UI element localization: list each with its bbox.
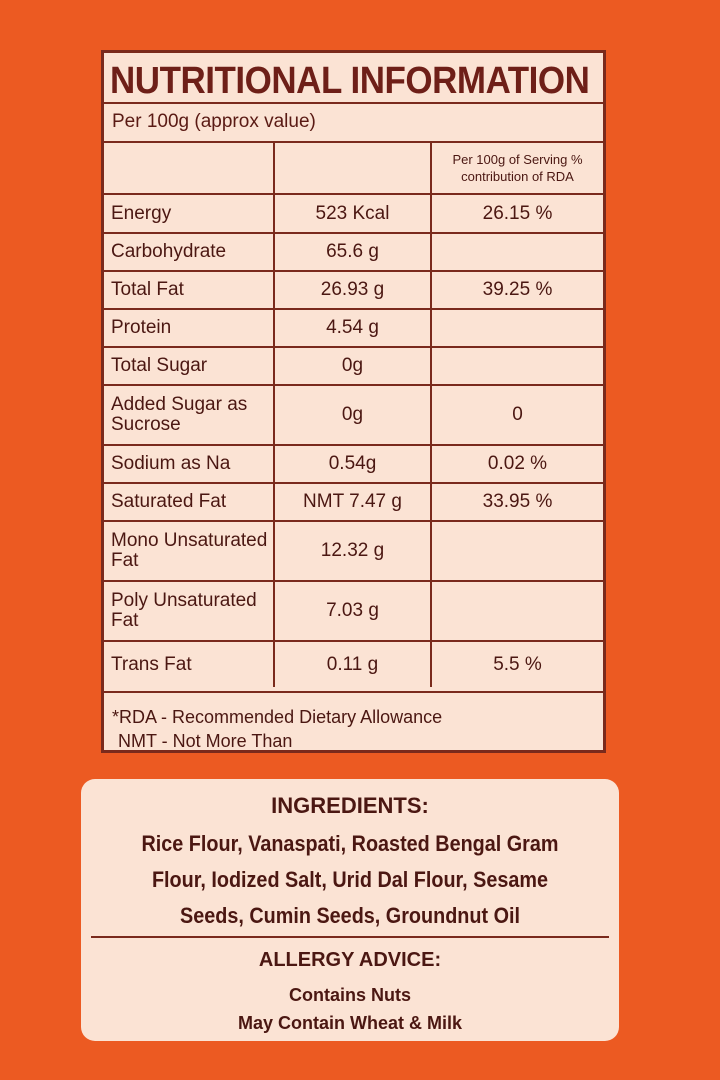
nutrition-title: NUTRITIONAL INFORMATION bbox=[110, 60, 590, 102]
row-label: Total Fat bbox=[104, 270, 274, 309]
table-row: Added Sugar as Sucrose 0g 0 bbox=[104, 384, 603, 445]
table-row: Poly Unsaturated Fat 7.03 g bbox=[104, 580, 603, 641]
row-rda bbox=[430, 580, 603, 641]
table-row: Sodium as Na 0.54g 0.02 % bbox=[104, 444, 603, 483]
ingredients-panel: INGREDIENTS: Rice Flour, Vanaspati, Roas… bbox=[81, 779, 619, 1041]
row-label: Poly Unsaturated Fat bbox=[104, 580, 274, 641]
table-row: Protein 4.54 g bbox=[104, 308, 603, 347]
row-value: 0g bbox=[273, 346, 431, 385]
nmt-footnote: NMT - Not More Than bbox=[118, 731, 293, 751]
row-rda bbox=[430, 346, 603, 385]
header-cell-empty bbox=[273, 141, 431, 194]
row-value: 12.32 g bbox=[273, 520, 431, 581]
row-label: Added Sugar as Sucrose bbox=[104, 384, 274, 445]
row-label: Sodium as Na bbox=[104, 444, 274, 483]
table-row: Mono Unsaturated Fat 12.32 g bbox=[104, 520, 603, 581]
row-rda bbox=[430, 308, 603, 347]
row-label: Trans Fat bbox=[104, 640, 274, 687]
nutrition-subtitle: Per 100g (approx value) bbox=[112, 111, 316, 132]
footnotes: *RDA - Recommended Dietary Allowance NMT… bbox=[112, 705, 442, 753]
row-rda: 33.95 % bbox=[430, 482, 603, 521]
row-value: 65.6 g bbox=[273, 232, 431, 271]
table-row: Saturated Fat NMT 7.47 g 33.95 % bbox=[104, 482, 603, 521]
allergy-line: Contains Nuts bbox=[288, 985, 411, 1005]
row-value: 7.03 g bbox=[273, 580, 431, 641]
allergy-line: May Contain Wheat & Milk bbox=[237, 1013, 462, 1033]
row-value: 0.54g bbox=[273, 444, 431, 483]
row-label: Mono Unsaturated Fat bbox=[104, 520, 274, 581]
row-label: Carbohydrate bbox=[104, 232, 274, 271]
table-row: Total Fat 26.93 g 39.25 % bbox=[104, 270, 603, 309]
table-header-row: Per 100g of Serving % contribution of RD… bbox=[104, 141, 603, 194]
row-label: Energy bbox=[104, 193, 274, 233]
row-value: 26.93 g bbox=[273, 270, 431, 309]
table-bottom-rule bbox=[104, 691, 603, 693]
row-rda: 5.5 % bbox=[430, 640, 603, 687]
allergy-title: ALLERGY ADVICE: bbox=[258, 949, 442, 971]
header-cell-empty bbox=[104, 141, 274, 194]
row-value: 4.54 g bbox=[273, 308, 431, 347]
table-row: Carbohydrate 65.6 g bbox=[104, 232, 603, 271]
row-label: Saturated Fat bbox=[104, 482, 274, 521]
table-row: Total Sugar 0g bbox=[104, 346, 603, 385]
row-rda bbox=[430, 520, 603, 581]
nutrition-panel: NUTRITIONAL INFORMATION Per 100g (approx… bbox=[101, 50, 606, 753]
row-rda: 0.02 % bbox=[430, 444, 603, 483]
row-label: Protein bbox=[104, 308, 274, 347]
header-rda: Per 100g of Serving % contribution of RD… bbox=[430, 141, 603, 194]
row-label: Total Sugar bbox=[104, 346, 274, 385]
ingredients-text: Rice Flour, Vanaspati, Roasted Bengal Gr… bbox=[141, 831, 559, 928]
table-row: Energy 523 Kcal 26.15 % bbox=[104, 193, 603, 233]
row-rda: 39.25 % bbox=[430, 270, 603, 309]
row-value: NMT 7.47 g bbox=[273, 482, 431, 521]
row-rda: 0 bbox=[430, 384, 603, 445]
table-row: Trans Fat 0.11 g 5.5 % bbox=[104, 640, 603, 687]
ingredients-title: INGREDIENTS: bbox=[271, 793, 429, 818]
title-divider bbox=[104, 102, 603, 104]
row-value: 523 Kcal bbox=[273, 193, 431, 233]
nutrition-table: Per 100g of Serving % contribution of RD… bbox=[104, 141, 603, 687]
row-value: 0.11 g bbox=[273, 640, 431, 687]
rda-footnote: *RDA - Recommended Dietary Allowance bbox=[112, 707, 443, 727]
row-value: 0g bbox=[273, 384, 431, 445]
ingredients-divider bbox=[91, 936, 609, 938]
row-rda bbox=[430, 232, 603, 271]
row-rda: 26.15 % bbox=[430, 193, 603, 233]
